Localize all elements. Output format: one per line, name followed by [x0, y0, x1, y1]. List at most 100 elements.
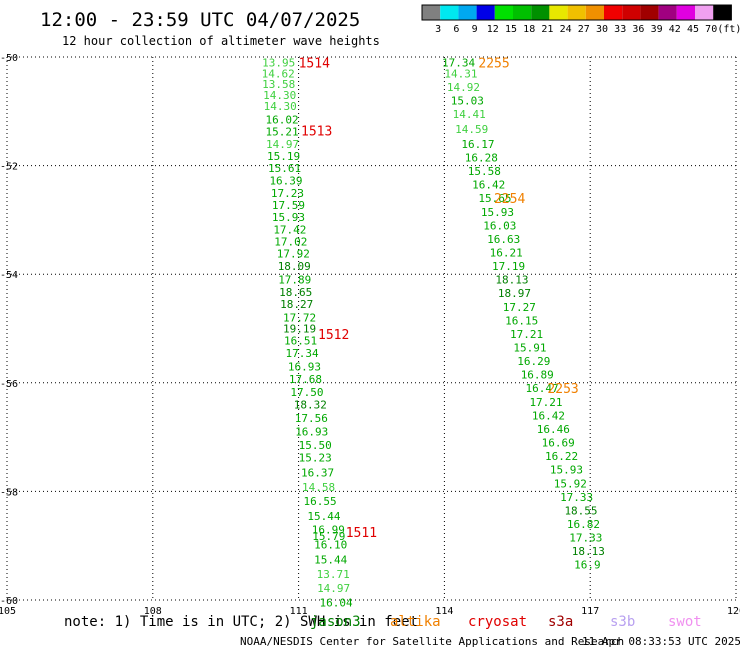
swh-value-label: 16.63 [487, 233, 520, 246]
swh-value-label: 15.79 [312, 530, 345, 543]
swh-value-label: 17.92 [277, 248, 310, 261]
swh-value-label: 16.69 [542, 437, 575, 450]
y-tick-label: -50 [0, 53, 18, 64]
scale-swatch [640, 5, 659, 20]
scale-label: (ft) [717, 24, 740, 35]
swh-value-label: 15.92 [554, 477, 587, 490]
plot-grid [6, 56, 737, 601]
satellite-legend-item: jason3 [310, 614, 361, 630]
pass-time-label: 2253 [547, 382, 578, 397]
scale-swatch [622, 5, 641, 20]
swh-value-label: 15.21 [266, 125, 299, 138]
scale-label: 45 [687, 24, 699, 35]
satellite-legend-item: altika [390, 614, 441, 630]
pass-time-label: 2254 [494, 192, 525, 207]
swh-value-label: 16.39 [269, 174, 302, 187]
swh-value-label: 16.55 [303, 495, 336, 508]
scale-label: 21 [541, 24, 553, 35]
scale-swatch [422, 5, 441, 20]
swh-value-label: 16.29 [517, 355, 550, 368]
swh-value-label: 17.68 [289, 373, 322, 386]
scale-label: 18 [523, 24, 535, 35]
swh-value-label: 16.51 [284, 334, 317, 347]
swh-value-label: 15.44 [307, 510, 340, 523]
scale-label: 24 [560, 24, 572, 35]
pass-time-label: 1511 [346, 526, 377, 541]
swh-value-label: 18.32 [294, 399, 327, 412]
swh-value-label: 16.82 [567, 518, 600, 531]
swh-value-label: 15.93 [481, 206, 514, 219]
swh-value-label: 17.02 [274, 236, 307, 249]
scale-swatch [440, 5, 459, 20]
swh-value-label: 17.27 [503, 301, 536, 314]
swh-value-label: 16.89 [521, 369, 554, 382]
scale-swatch [458, 5, 477, 20]
scale-label: 70 [705, 24, 717, 35]
color-scale-legend: 3 6 9 12 15 18 21 24 27 30 33 36 39 42 45 70 (ft) [421, 4, 740, 35]
swh-value-label: 13.71 [317, 568, 350, 581]
swh-value-label: 15.93 [272, 211, 305, 224]
x-tick-label: 120 [727, 606, 740, 617]
swh-value-label: 16.21 [490, 246, 523, 259]
swh-value-label: 16.93 [295, 426, 328, 439]
swh-value-label: 14.58 [302, 481, 335, 494]
swh-value-label: 14.31 [444, 67, 477, 80]
swh-value-label: 18.13 [495, 274, 528, 287]
swh-value-label: 16.46 [537, 423, 570, 436]
swh-value-label: 17.50 [290, 386, 323, 399]
scale-swatch [549, 5, 568, 20]
scale-swatch [604, 5, 623, 20]
swh-value-label: 16.42 [472, 179, 505, 192]
swh-value-label: 17.89 [278, 274, 311, 287]
x-tick-label: 114 [435, 606, 453, 617]
swh-value-label: 14.92 [447, 81, 480, 94]
wave-height-points: 13.9514.6213.5814.3014.3016.0215.2114.97… [262, 56, 605, 609]
swh-value-label: 18.55 [564, 504, 597, 517]
x-tick-label: 111 [290, 606, 308, 617]
swh-value-label: 15.50 [299, 439, 332, 452]
swh-value-label: 17.33 [560, 491, 593, 504]
swh-value-label: 15.93 [550, 464, 583, 477]
swh-value-label: 16.37 [301, 466, 334, 479]
swh-value-label: 17.34 [285, 347, 318, 360]
swh-value-label: 16.47 [526, 382, 559, 395]
pass-time-label: 1513 [301, 124, 332, 139]
swh-value-label: 15.44 [314, 553, 347, 566]
swh-value-label: 18.27 [280, 298, 313, 311]
swh-value-label: 16.93 [288, 361, 321, 374]
scale-swatch [531, 5, 550, 20]
swh-value-label: 13.95 [262, 56, 295, 69]
swh-value-label: 15.19 [267, 150, 300, 163]
swh-value-label: 14.97 [317, 582, 350, 595]
swh-value-label: 16.03 [483, 219, 516, 232]
scale-label: 42 [669, 24, 681, 35]
swh-value-label: 15.03 [451, 94, 484, 107]
chart-subtitle: 12 hour collection of altimeter wave hei… [62, 34, 380, 48]
y-tick-label: -58 [0, 487, 18, 498]
swh-value-label: 17.59 [272, 199, 305, 212]
satellite-legend-item: s3b [610, 614, 635, 630]
swh-value-label: 16.28 [465, 151, 498, 164]
swh-value-label: 16.22 [545, 450, 578, 463]
footer-note: note: 1) Time is in UTC; 2) SWH is in fe… [64, 614, 418, 630]
scale-swatch [513, 5, 532, 20]
swh-value-label: 18.09 [278, 260, 311, 273]
scale-label: 39 [651, 24, 663, 35]
swh-value-label: 18.65 [279, 286, 312, 299]
x-tick-label: 105 [0, 606, 16, 617]
swh-value-label: 18.97 [498, 287, 531, 300]
scale-label: 9 [472, 24, 478, 35]
scale-swatch [585, 5, 604, 20]
swh-value-label: 17.19 [492, 260, 525, 273]
swh-value-label: 19.19 [283, 323, 316, 336]
scale-swatch [676, 5, 695, 20]
swh-value-label: 14.41 [453, 108, 486, 121]
y-tick-label: -52 [0, 162, 18, 173]
pass-time-labels: 1514 1513 1512 1511 2255 2254 2253 [299, 56, 579, 541]
x-tick-label: 117 [581, 606, 599, 617]
footer-timestamp: 11 Apr 08:33:53 UTC 2025 [582, 635, 740, 648]
swh-value-label: 15.65 [478, 192, 511, 205]
swh-value-label: 15.23 [299, 452, 332, 465]
swh-value-label: 15.58 [468, 165, 501, 178]
